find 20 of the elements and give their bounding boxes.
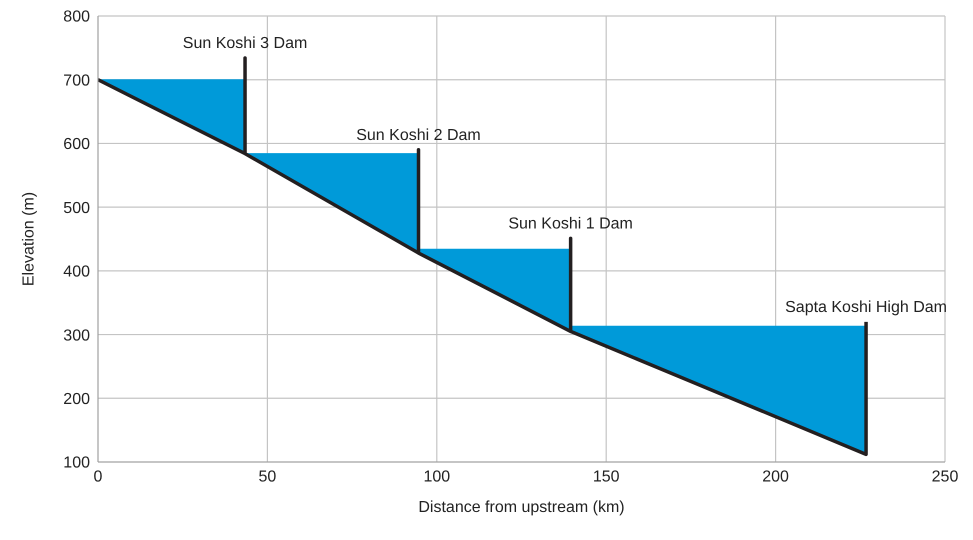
x-tick-label: 100 <box>423 468 450 486</box>
y-axis-title: Elevation (m) <box>20 192 38 286</box>
x-tick-label: 150 <box>592 468 620 486</box>
y-tick-label: 600 <box>63 136 90 154</box>
annotation: Sun Koshi 2 Dam <box>356 126 481 144</box>
y-tick-label: 700 <box>63 72 90 90</box>
y-tick-label: 300 <box>63 327 90 344</box>
annotation: Sapta Koshi High Dam <box>785 298 947 316</box>
x-tick-label: 250 <box>932 468 958 486</box>
y-tick-label: 200 <box>63 390 90 408</box>
y-tick-label: 100 <box>63 454 90 472</box>
annotation: Sun Koshi 1 Dam <box>508 215 633 232</box>
x-axis-title: Distance from upstream (km) <box>418 499 625 516</box>
x-tick-label: 50 <box>258 468 276 486</box>
y-tick-label: 500 <box>63 200 90 217</box>
y-tick-label: 800 <box>63 8 90 26</box>
x-tick-label: 200 <box>762 468 790 486</box>
y-tick-label: 400 <box>63 264 90 281</box>
annotation: Sun Koshi 3 Dam <box>182 35 308 52</box>
x-tick-label: 0 <box>94 468 103 486</box>
